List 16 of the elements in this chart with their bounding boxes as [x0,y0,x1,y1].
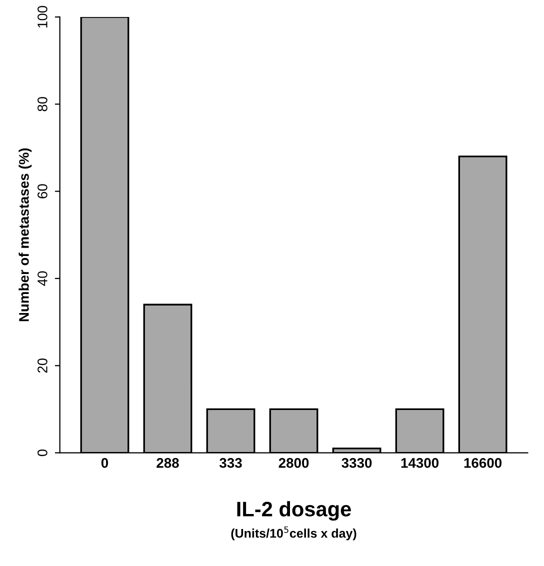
y-tick-label: 100 [38,6,48,28]
y-tick-label: 0 [38,449,48,456]
x-tick-label: 3330 [342,458,372,468]
x-tick-label: 2800 [278,458,309,468]
x-tick-label: 333 [219,458,242,468]
x-tick-label: 288 [156,458,179,468]
y-tick-label: 40 [38,271,48,286]
y-axis-title: Number of metastases (%) [18,148,32,322]
x-tick-label: 14300 [401,458,439,468]
x-tick-label: 16600 [464,458,502,468]
text: (Units/10$^{5}$cells x day) [231,526,356,540]
y-tick-label: 60 [38,184,48,198]
x-axis-title: IL-2 dosage [237,501,351,521]
y-tick-label: 80 [38,96,48,112]
x-tick-label: 0 [101,458,108,468]
y-tick-label: 20 [38,358,48,373]
